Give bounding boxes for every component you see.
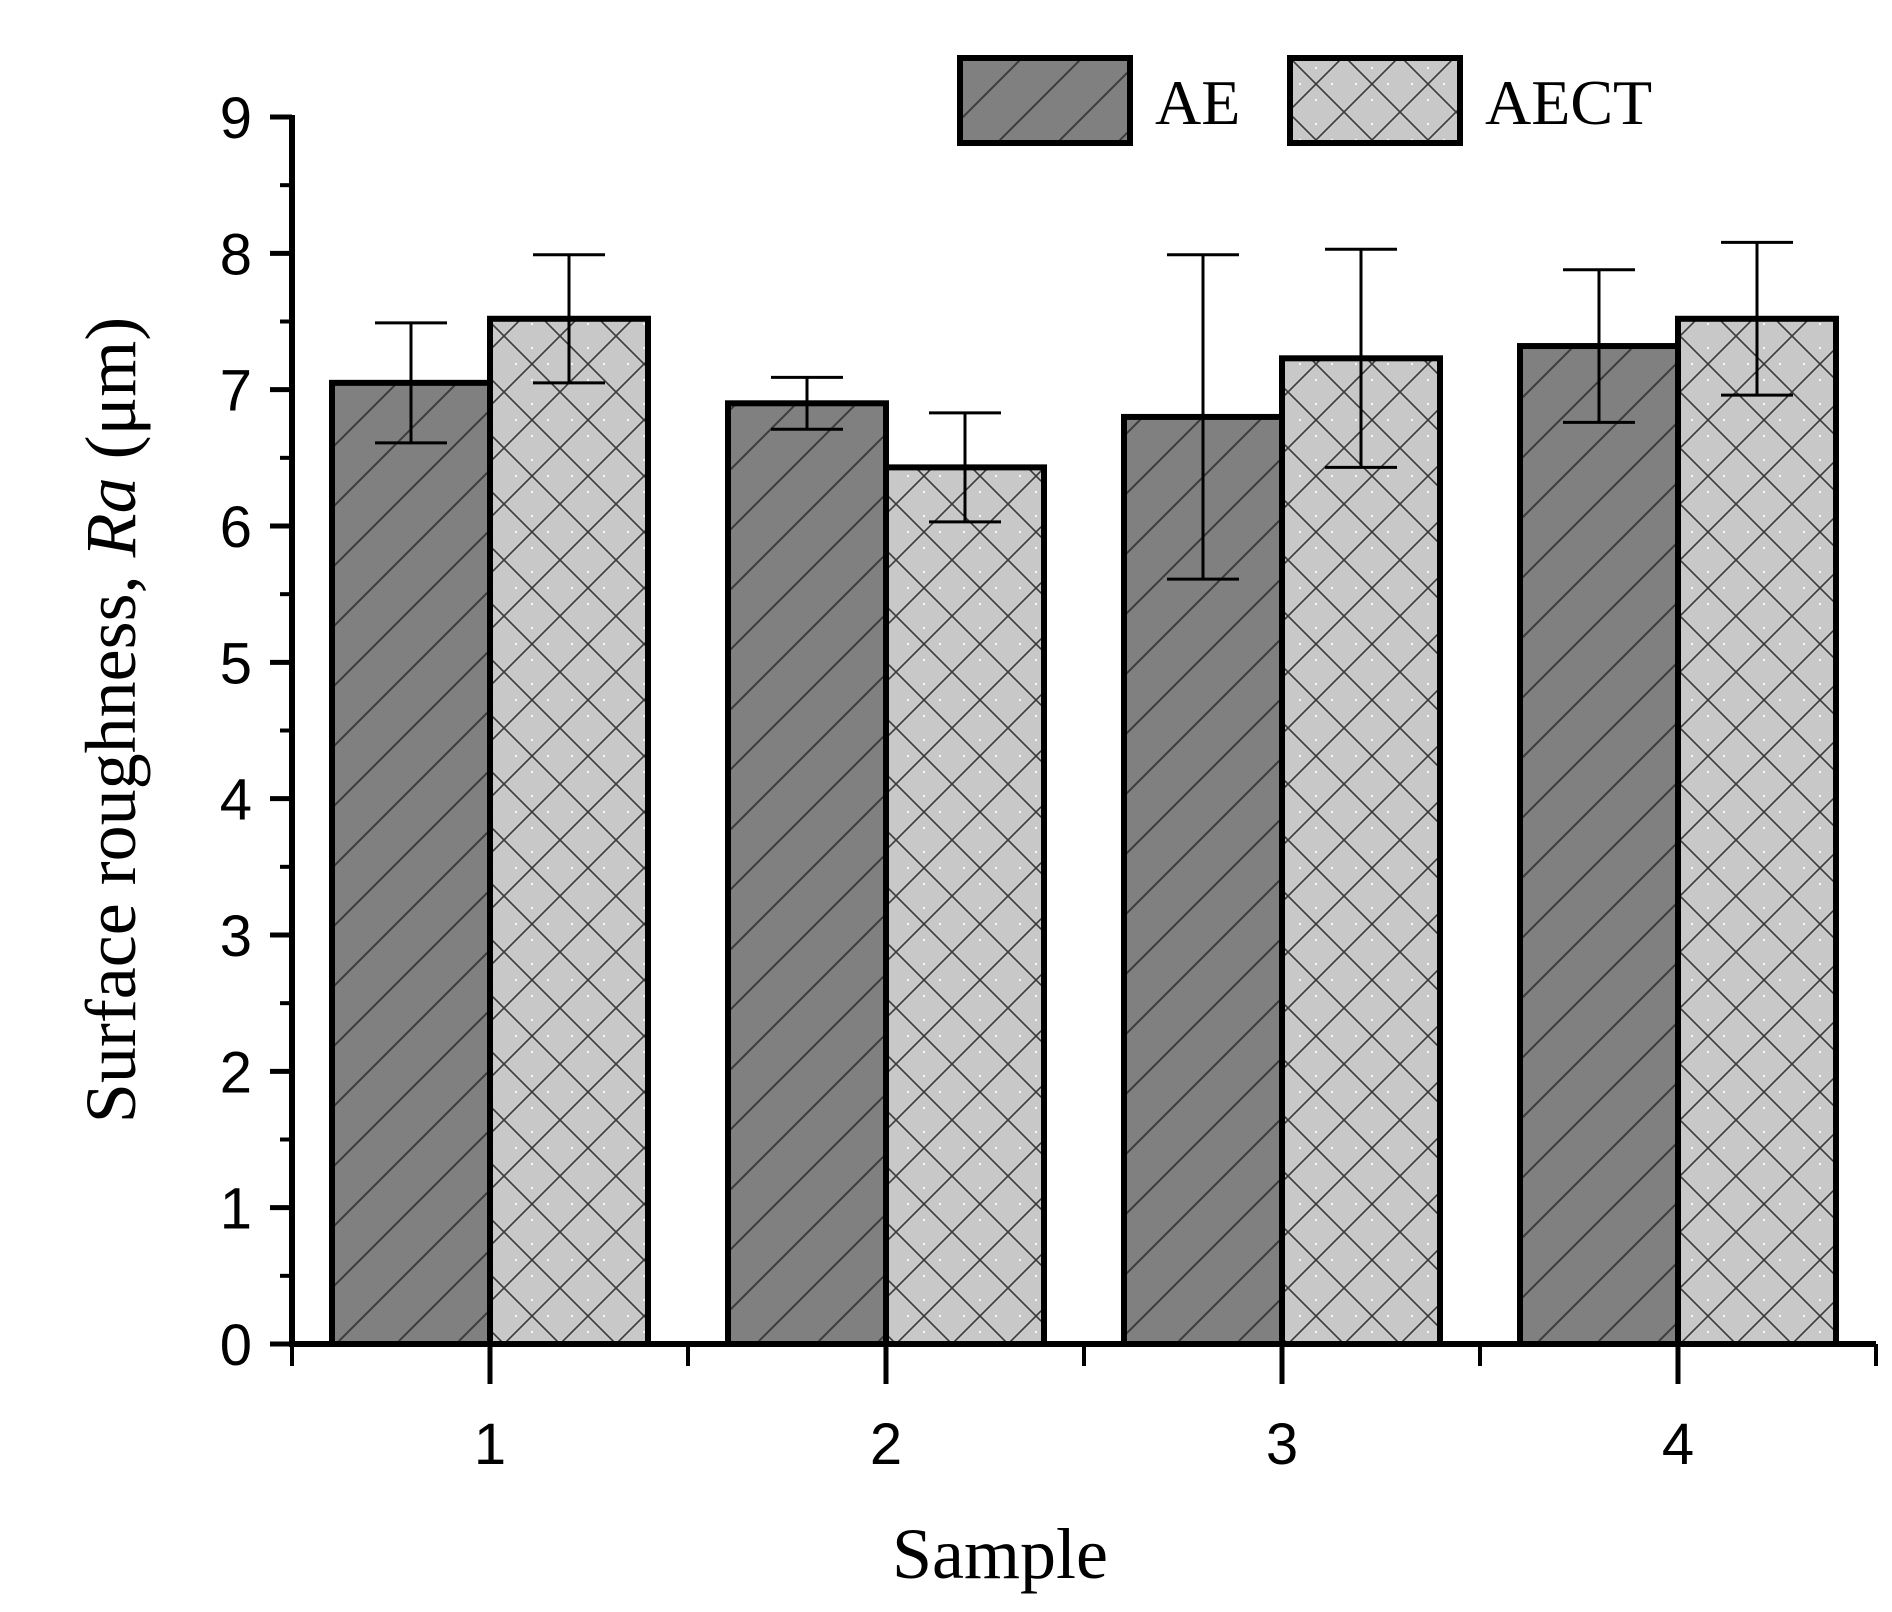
x-tick-label-2: 2 [870, 1412, 902, 1477]
y-tick-label-3: 3 [220, 904, 252, 969]
y-tick-label-2: 2 [220, 1040, 252, 1105]
x-tick-label-4: 4 [1662, 1412, 1694, 1477]
y-tick-label-7: 7 [220, 359, 252, 424]
error-bar-ae-sample-4 [1563, 268, 1635, 424]
error-bar-aect-sample-1 [533, 253, 605, 385]
y-axis-title: Surface roughness, Ra (μm) [71, 317, 151, 1123]
y-tick-label-6: 6 [220, 495, 252, 560]
y-tick-label-9: 9 [220, 86, 252, 151]
legend-item-aect: AECT [1287, 55, 1652, 146]
axes-layer: 0 1 2 3 4 5 6 7 8 9 1 2 3 4 [220, 86, 1878, 1477]
y-tick-label-4: 4 [220, 768, 252, 833]
error-bar-ae-sample-1 [375, 321, 447, 445]
error-bars-layer [375, 240, 1793, 581]
error-bar-aect-sample-2 [929, 411, 1001, 524]
x-tick-label-3: 3 [1266, 1412, 1298, 1477]
bar-aect-sample-4 [1675, 315, 1839, 1348]
legend-label-aect: AECT [1485, 67, 1652, 138]
legend-item-ae: AE [957, 55, 1240, 146]
bar-ae-sample-1 [329, 379, 493, 1348]
y-tick-label-0: 0 [220, 1313, 252, 1378]
legend-swatch-ae [957, 55, 1133, 146]
y-axis-title-unit: (μm) [71, 317, 151, 478]
error-bar-aect-sample-4 [1721, 240, 1793, 397]
error-bar-ae-sample-3 [1167, 253, 1239, 581]
y-tick-label-1: 1 [220, 1177, 252, 1242]
legend: AE AECT [957, 55, 1652, 146]
legend-swatch-aect [1287, 55, 1463, 146]
bar-ae-sample-4 [1517, 343, 1681, 1348]
bar-aect-sample-2 [883, 464, 1047, 1348]
y-axis-title-variable: Ra [71, 477, 151, 558]
bar-ae-sample-2 [725, 400, 889, 1347]
bar-aect-sample-1 [487, 315, 651, 1348]
error-bar-aect-sample-3 [1325, 247, 1397, 469]
y-tick-label-8: 8 [220, 222, 252, 287]
y-axis-title-prefix: Surface roughness, [71, 557, 151, 1123]
error-bar-ae-sample-2 [771, 375, 843, 431]
bars-layer [329, 315, 1839, 1348]
x-axis-title: Sample [892, 1514, 1108, 1594]
x-tick-label-1: 1 [474, 1412, 506, 1477]
bar-aect-sample-3 [1279, 355, 1443, 1347]
legend-label-ae: AE [1155, 67, 1240, 138]
y-tick-label-5: 5 [220, 631, 252, 696]
